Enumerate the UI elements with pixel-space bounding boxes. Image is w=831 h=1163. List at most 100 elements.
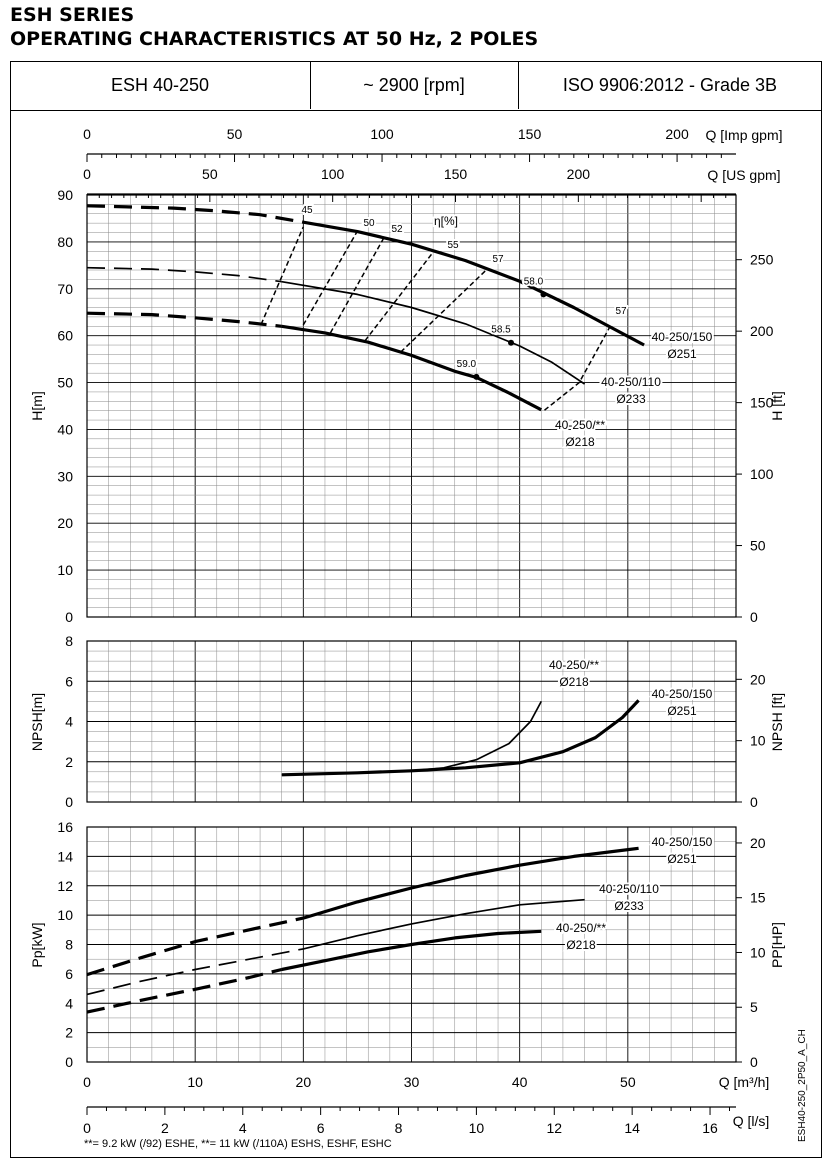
ls-tick-label: 12 xyxy=(546,1120,562,1136)
power-curve-dashed xyxy=(86,916,304,977)
info-row: ESH 40-250 ~ 2900 [rpm] ISO 9906:2012 - … xyxy=(10,61,822,111)
efficiency-isoline-label: 45 xyxy=(301,205,313,216)
head-ytick-label: 40 xyxy=(57,421,73,437)
power-ytick-label: 0 xyxy=(65,1054,73,1070)
head-curve-dashed xyxy=(86,204,304,224)
npsh-series-diameter: Ø251 xyxy=(667,704,697,718)
us-gpm-axis-label: 50 xyxy=(202,166,218,182)
ls-tick-label: 10 xyxy=(469,1120,485,1136)
npsh-ylabel: NPSH[m] xyxy=(29,693,45,751)
m3h-tick-label: 30 xyxy=(404,1074,420,1090)
efficiency-isoline xyxy=(364,251,434,342)
efficiency-point-label: 58.0 xyxy=(524,276,544,287)
head-curve xyxy=(303,220,645,347)
head-ytick-label: 80 xyxy=(57,234,73,250)
power-ytick-label: 14 xyxy=(57,848,73,864)
npsh-ft-tick-label: 10 xyxy=(750,733,766,749)
head-series-diameter: Ø218 xyxy=(565,435,595,449)
head-ytick-label: 70 xyxy=(57,281,73,297)
model-cell: ESH 40-250 xyxy=(10,61,311,109)
npsh-series-diameter: Ø218 xyxy=(559,675,589,689)
power-hp-tick-label: 15 xyxy=(750,890,766,906)
imp-gpm-axis-label: 50 xyxy=(227,126,243,142)
efficiency-point xyxy=(473,373,480,380)
head-ft-tick-label: 100 xyxy=(750,466,774,482)
head-series-diameter: Ø251 xyxy=(667,347,697,361)
head-series-label: 40-250/150 xyxy=(652,330,713,344)
m3h-tick-label: 40 xyxy=(512,1074,528,1090)
power-ytick-label: 6 xyxy=(65,966,73,982)
head-ytick-label: 50 xyxy=(57,375,73,391)
power-series-label: 40-250/150 xyxy=(652,835,713,849)
npsh-ytick-label: 8 xyxy=(65,633,73,649)
head-ft-tick-label: 200 xyxy=(750,323,774,339)
series-title: ESH SERIES xyxy=(10,4,135,26)
head-curve-dashed xyxy=(86,266,282,283)
head-curve xyxy=(281,324,543,412)
head-series-diameter: Ø233 xyxy=(616,392,646,406)
power-curve xyxy=(303,898,585,950)
head-ytick-label: 60 xyxy=(57,328,73,344)
us-gpm-axis-label: 200 xyxy=(567,166,591,182)
head-series-label: 40-250/** xyxy=(555,418,605,432)
efficiency-isoline-label: 52 xyxy=(391,224,403,235)
efficiency-isoline-label: 57 xyxy=(615,306,627,317)
head-ylabel-right: H [ft] xyxy=(769,391,785,421)
chart-frame xyxy=(10,61,822,1158)
npsh-ylabel-right: NPSH [ft] xyxy=(769,693,785,751)
footnote: **= 9.2 kW (/92) ESHE, **= 11 kW (/110A)… xyxy=(84,1138,392,1150)
head-ytick-label: 90 xyxy=(57,187,73,203)
power-ylabel-right: PP[HP] xyxy=(769,922,785,968)
head-ytick-label: 0 xyxy=(65,609,73,625)
power-curve xyxy=(281,929,542,972)
head-ytick-label: 30 xyxy=(57,468,73,484)
ls-tick-label: 2 xyxy=(161,1120,169,1136)
efficiency-isoline xyxy=(544,327,611,411)
power-ylabel: Pp[kW] xyxy=(29,922,45,967)
power-ytick-label: 10 xyxy=(57,907,73,923)
power-series-diameter: Ø233 xyxy=(614,899,644,913)
head-ft-tick-label: 0 xyxy=(750,609,758,625)
ls-tick-label: 14 xyxy=(624,1120,640,1136)
m3h-tick-label: 20 xyxy=(296,1074,312,1090)
npsh-ft-tick-label: 0 xyxy=(750,794,758,810)
power-curve xyxy=(302,846,639,920)
power-hp-tick-label: 20 xyxy=(750,835,766,851)
us-gpm-axis-label: 0 xyxy=(83,166,91,182)
plot-border xyxy=(86,826,737,1063)
power-ytick-label: 4 xyxy=(65,995,73,1011)
npsh-ytick-label: 2 xyxy=(65,754,73,770)
us-gpm-axis-label: 100 xyxy=(321,166,345,182)
efficiency-point xyxy=(540,291,547,298)
efficiency-isoline xyxy=(302,230,359,326)
power-hp-tick-label: 10 xyxy=(750,944,766,960)
m3h-tick-label: 10 xyxy=(187,1074,203,1090)
ls-tick-label: 4 xyxy=(239,1120,247,1136)
imp-gpm-axis-label: 100 xyxy=(370,126,394,142)
power-ytick-label: 2 xyxy=(65,1025,73,1041)
head-ytick-label: 20 xyxy=(57,515,73,531)
head-ft-tick-label: 150 xyxy=(750,395,774,411)
power-curve-dashed xyxy=(86,948,304,996)
efficiency-isoline-label: 55 xyxy=(447,240,459,251)
head-ylabel: H[m] xyxy=(29,391,45,421)
us-gpm-axis-title: Q [US gpm] xyxy=(707,167,780,183)
efficiency-isoline xyxy=(329,236,386,334)
head-ytick-label: 10 xyxy=(57,562,73,578)
imp-gpm-axis-label: 150 xyxy=(518,126,542,142)
imp-gpm-axis-title: Q [Imp gpm] xyxy=(705,127,782,143)
ls-tick-label: 16 xyxy=(702,1120,718,1136)
npsh-curve xyxy=(281,699,640,777)
grade-cell: ISO 9906:2012 - Grade 3B xyxy=(562,75,778,95)
head-ft-tick-label: 50 xyxy=(750,538,766,554)
power-hp-tick-label: 0 xyxy=(750,1054,758,1070)
head-series-label: 40-250/110 xyxy=(601,375,661,389)
power-ytick-label: 8 xyxy=(65,937,73,953)
power-series-diameter: Ø251 xyxy=(667,852,697,866)
npsh-series-label: 40-250/150 xyxy=(652,687,713,701)
head-curve-dashed xyxy=(86,311,282,328)
efficiency-label: η[%] xyxy=(434,214,458,228)
npsh-ytick-label: 4 xyxy=(65,714,73,730)
efficiency-isoline-label: 50 xyxy=(363,218,375,229)
